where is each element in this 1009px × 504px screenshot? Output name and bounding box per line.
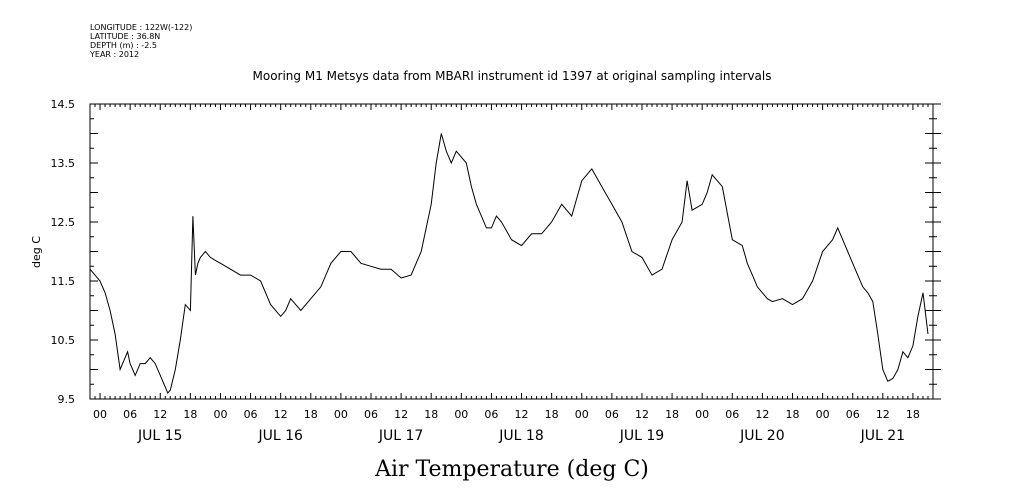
x-tick-label: 12 xyxy=(515,408,529,421)
metadata-year: YEAR : 2012 xyxy=(89,50,139,59)
x-tick-label: 06 xyxy=(605,408,619,421)
x-tick-label: 12 xyxy=(876,408,890,421)
x-tick-label: 06 xyxy=(846,408,860,421)
x-tick-label: 00 xyxy=(575,408,589,421)
y-tick-label: 12.5 xyxy=(51,216,76,229)
day-label: JUL 15 xyxy=(137,428,182,444)
y-tick-label: 10.5 xyxy=(51,334,76,347)
x-tick-label: 06 xyxy=(725,408,739,421)
y-tick-label: 14.5 xyxy=(51,98,76,111)
x-tick-label: 06 xyxy=(484,408,498,421)
x-tick-label: 00 xyxy=(93,408,107,421)
y-tick-label: 9.5 xyxy=(58,393,76,406)
y-tick-label: 11.5 xyxy=(51,275,76,288)
day-label: JUL 17 xyxy=(378,428,423,444)
x-tick-label: 00 xyxy=(454,408,468,421)
plot-frame xyxy=(89,103,934,400)
metadata-depth: DEPTH (m) : -2.5 xyxy=(90,41,157,50)
x-tick-label: 00 xyxy=(334,408,348,421)
y-axis-label: deg C xyxy=(30,236,43,268)
x-tick-label: 00 xyxy=(213,408,227,421)
x-tick-label: 18 xyxy=(545,408,559,421)
x-tick-label: 12 xyxy=(635,408,649,421)
x-tick-label: 18 xyxy=(786,408,800,421)
x-tick-label: 00 xyxy=(695,408,709,421)
metadata-longitude: LONGITUDE : 122W(-122) xyxy=(90,23,192,32)
x-tick-label: 18 xyxy=(424,408,438,421)
day-label: JUL 18 xyxy=(498,428,543,444)
x-axis-title: Air Temperature (deg C) xyxy=(374,457,649,482)
air-temperature-series-line xyxy=(89,133,929,395)
x-tick-label: 12 xyxy=(153,408,167,421)
day-label: JUL 19 xyxy=(619,428,664,444)
axis-ticks xyxy=(89,103,941,400)
x-tick-label: 00 xyxy=(816,408,830,421)
day-label: JUL 21 xyxy=(860,428,905,444)
x-tick-label: 12 xyxy=(274,408,288,421)
x-tick-label: 18 xyxy=(304,408,318,421)
x-tick-label: 12 xyxy=(394,408,408,421)
metadata-block: LONGITUDE : 122W(-122) LATITUDE : 36.8N … xyxy=(89,23,192,59)
x-tick-label: 18 xyxy=(665,408,679,421)
day-label: JUL 20 xyxy=(739,428,784,444)
metadata-latitude: LATITUDE : 36.8N xyxy=(90,32,160,41)
x-tick-label: 06 xyxy=(364,408,378,421)
chart-title: Mooring M1 Metsys data from MBARI instru… xyxy=(253,69,772,83)
x-tick-label: 12 xyxy=(755,408,769,421)
x-tick-label: 06 xyxy=(123,408,137,421)
x-tick-label: 18 xyxy=(906,408,920,421)
day-label: JUL 16 xyxy=(257,428,303,444)
axis-labels: 00 06 12 18 00 06 12 18 00 06 12 18 00 06 12 18 00 06 12 18… xyxy=(51,98,920,444)
x-tick-label: 18 xyxy=(183,408,197,421)
x-tick-label: 06 xyxy=(244,408,258,421)
y-tick-label: 13.5 xyxy=(51,157,76,170)
